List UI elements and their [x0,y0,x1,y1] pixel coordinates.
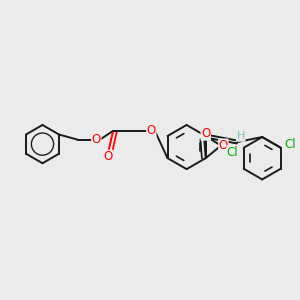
Text: Cl: Cl [284,138,296,151]
Text: O: O [147,124,156,137]
Text: O: O [103,150,113,163]
Text: O: O [219,139,228,152]
Text: O: O [92,133,101,146]
Text: O: O [201,127,210,140]
Text: H: H [236,131,245,141]
Text: Cl: Cl [227,146,239,159]
